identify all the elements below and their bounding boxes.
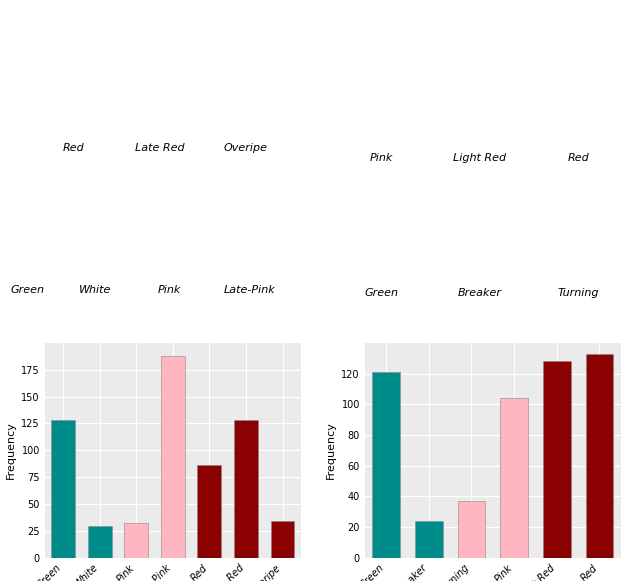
Bar bbox=[586, 353, 613, 558]
Text: Pink: Pink bbox=[370, 153, 394, 163]
Bar bbox=[198, 465, 221, 558]
Text: Overipe: Overipe bbox=[224, 144, 268, 153]
Bar bbox=[124, 523, 148, 558]
Bar bbox=[271, 521, 294, 558]
Bar bbox=[458, 501, 485, 558]
Text: Red: Red bbox=[568, 153, 589, 163]
Y-axis label: Frequency: Frequency bbox=[6, 421, 16, 479]
Bar bbox=[51, 420, 75, 558]
Text: Light Red: Light Red bbox=[453, 153, 507, 163]
Bar bbox=[415, 521, 443, 558]
Bar bbox=[88, 525, 111, 558]
Bar bbox=[234, 420, 258, 558]
Text: Late-Pink: Late-Pink bbox=[223, 285, 275, 295]
Bar bbox=[500, 398, 528, 558]
Y-axis label: Frequency: Frequency bbox=[326, 421, 336, 479]
Text: Red: Red bbox=[63, 144, 85, 153]
Text: Turning: Turning bbox=[557, 288, 599, 297]
Bar bbox=[543, 361, 571, 558]
Text: Green: Green bbox=[365, 288, 399, 297]
Text: Late Red: Late Red bbox=[135, 144, 185, 153]
Text: Green: Green bbox=[11, 285, 45, 295]
Text: Breaker: Breaker bbox=[458, 288, 502, 297]
Text: Pink: Pink bbox=[157, 285, 181, 295]
Bar bbox=[372, 372, 400, 558]
Text: White: White bbox=[79, 285, 111, 295]
Bar bbox=[161, 356, 185, 558]
